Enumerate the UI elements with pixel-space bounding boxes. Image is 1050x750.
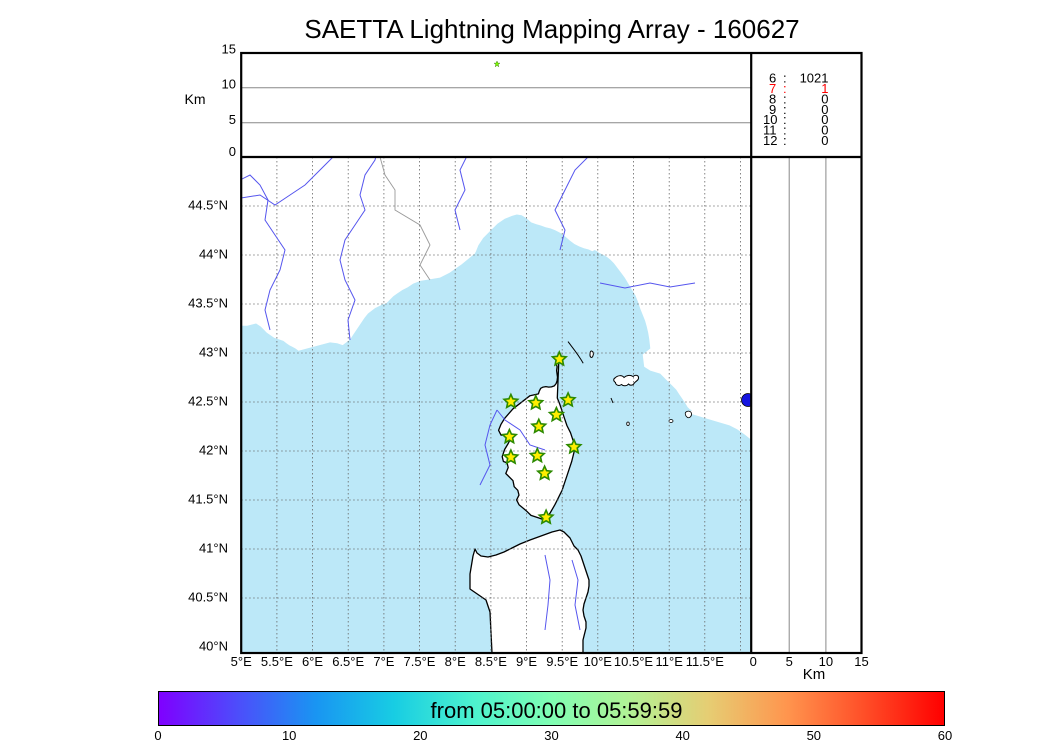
svg-text:6°E: 6°E xyxy=(302,654,323,669)
svg-text:5: 5 xyxy=(786,654,793,669)
svg-text:43°N: 43°N xyxy=(199,345,228,360)
svg-text:41°N: 41°N xyxy=(199,541,228,556)
svg-text:15: 15 xyxy=(222,42,236,57)
svg-text:11°E: 11°E xyxy=(656,654,684,669)
svg-text:42°N: 42°N xyxy=(199,443,228,458)
svg-text:10°E: 10°E xyxy=(584,654,613,669)
svg-text:6.5°E: 6.5°E xyxy=(332,654,364,669)
svg-text:5°E: 5°E xyxy=(231,654,252,669)
svg-text:12: 12 xyxy=(763,133,777,148)
svg-text:0: 0 xyxy=(229,144,236,159)
svg-text:44.5°N: 44.5°N xyxy=(188,198,228,213)
svg-text:5.5°E: 5.5°E xyxy=(261,654,293,669)
svg-text:42.5°N: 42.5°N xyxy=(188,394,228,409)
svg-text:8.5°E: 8.5°E xyxy=(475,654,507,669)
svg-text:41.5°N: 41.5°N xyxy=(188,492,228,507)
svg-text:10.5°E: 10.5°E xyxy=(614,654,654,669)
svg-text:Km: Km xyxy=(185,91,206,107)
svg-text:7°E: 7°E xyxy=(373,654,394,669)
svg-text:5: 5 xyxy=(229,112,236,127)
svg-text:0: 0 xyxy=(750,654,757,669)
svg-text::: : xyxy=(783,133,787,148)
svg-text:11.5°E: 11.5°E xyxy=(686,654,725,669)
svg-text:0: 0 xyxy=(821,133,828,148)
svg-text:10: 10 xyxy=(222,77,236,92)
svg-text:15: 15 xyxy=(854,654,868,669)
svg-text:7.5°E: 7.5°E xyxy=(404,654,436,669)
svg-text:43.5°N: 43.5°N xyxy=(188,296,228,311)
svg-text:40.5°N: 40.5°N xyxy=(188,590,228,605)
svg-text:40°N: 40°N xyxy=(199,639,228,654)
svg-text:Km: Km xyxy=(803,666,826,683)
svg-text:8°E: 8°E xyxy=(445,654,466,669)
svg-text:9°E: 9°E xyxy=(516,654,537,669)
svg-text:44°N: 44°N xyxy=(199,247,228,262)
svg-text:9.5°E: 9.5°E xyxy=(546,654,578,669)
